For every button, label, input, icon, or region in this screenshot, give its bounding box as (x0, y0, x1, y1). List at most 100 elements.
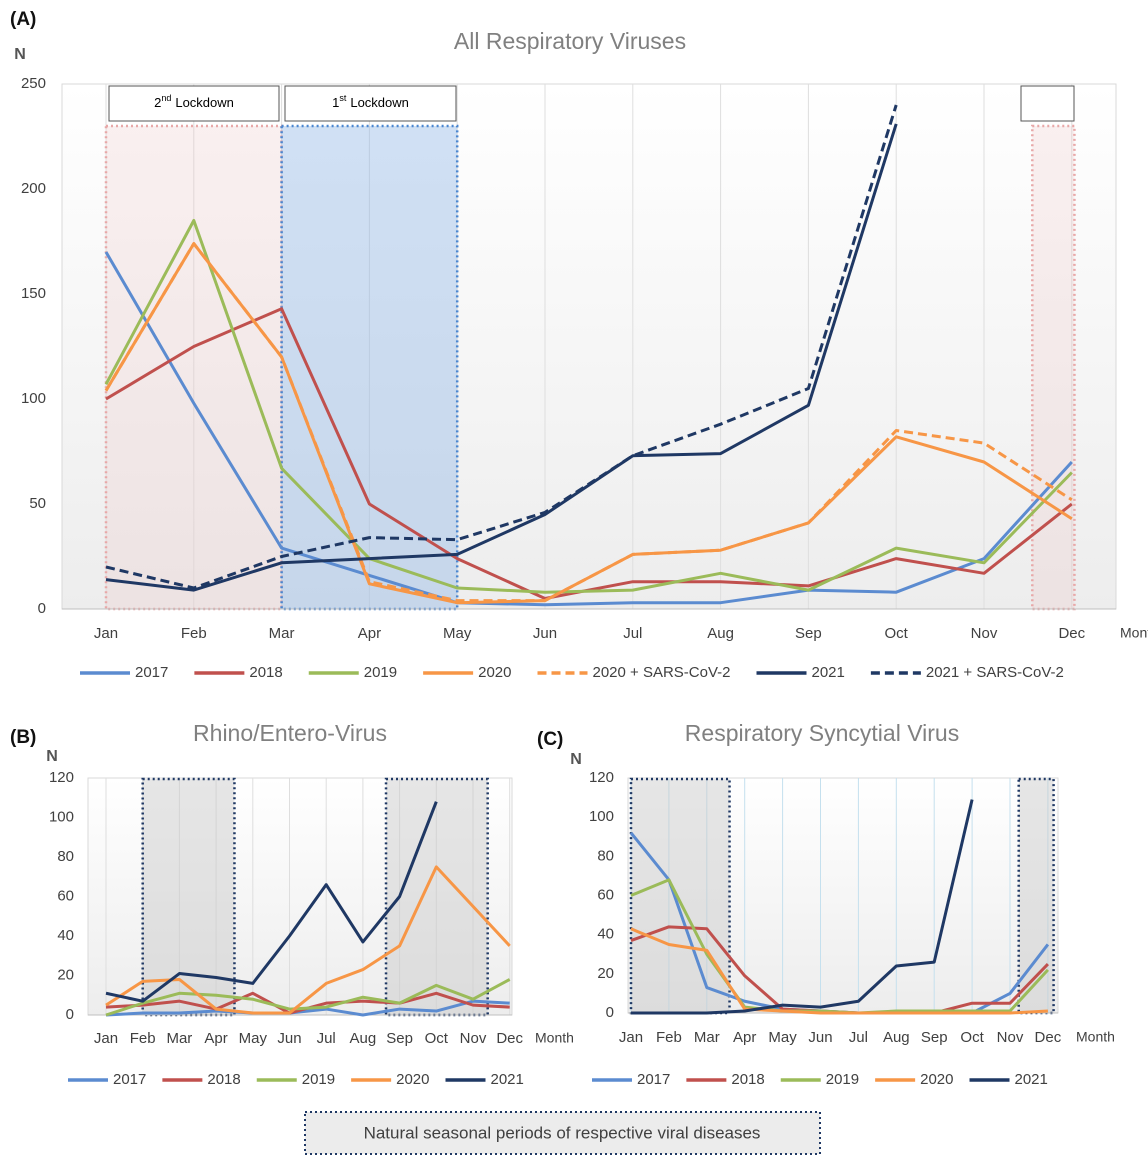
x-tick-label: Nov (997, 1029, 1024, 1046)
series-line (630, 927, 1048, 1015)
x-tick-label: Jun (533, 625, 557, 642)
lockdown-label: 1st Lockdown (332, 93, 409, 110)
series-line (104, 242, 1073, 605)
legend-label: 2017 (637, 1071, 670, 1088)
panel-label: (A) (10, 9, 36, 30)
y-tick-label: 120 (589, 769, 614, 786)
y-axis-label: N (46, 748, 58, 765)
lockdown-label: 2nd Lockdown (154, 93, 234, 110)
x-tick-label: Nov (971, 625, 998, 642)
legend-label: 2019 (364, 664, 397, 681)
legend-label: 2018 (249, 664, 282, 681)
legend-label: 2020 (920, 1071, 953, 1088)
series-line (104, 242, 1073, 603)
lockdown-box (284, 85, 457, 122)
y-tick-label: 50 (29, 495, 46, 512)
x-tick-label: Jul (623, 625, 642, 642)
x-tick-label: Nov (460, 1030, 487, 1047)
legend-label: 2019 (826, 1071, 859, 1088)
footnote-box (304, 1111, 821, 1155)
series-line (104, 219, 1073, 594)
x-axis-label: Month (535, 1030, 574, 1046)
x-tick-label: Sep (795, 625, 822, 642)
x-tick-label: Sep (386, 1030, 413, 1047)
y-tick-label: 80 (597, 847, 614, 864)
x-tick-label: Mar (269, 625, 295, 642)
lockdown-number: 1 (332, 95, 339, 110)
x-tick-label: May (443, 625, 472, 642)
lockdown-text: Lockdown (350, 95, 409, 110)
legend-label: 2018 (207, 1071, 240, 1088)
lockdown-suffix: nd (161, 93, 171, 103)
legend-label: 2021 (491, 1071, 524, 1088)
x-tick-label: Oct (960, 1029, 984, 1046)
x-tick-label: May (239, 1030, 268, 1047)
legend-label: 2021 (812, 664, 845, 681)
y-axis-label: N (14, 46, 26, 63)
legend-label: 2019 (302, 1071, 335, 1088)
legend-label: 2017 (135, 664, 168, 681)
lockdown-box (108, 85, 280, 122)
panel-label: (B) (10, 727, 36, 748)
plot-area (87, 777, 513, 1016)
y-tick-label: 0 (606, 1004, 614, 1021)
x-tick-label: Aug (707, 625, 734, 642)
footnote: Natural seasonal periods of respective v… (364, 1123, 761, 1142)
y-tick-label: 40 (57, 927, 74, 944)
seasonal-shade (1031, 124, 1076, 611)
x-tick-label: Apr (358, 625, 381, 642)
y-tick-label: 0 (66, 1006, 74, 1023)
x-tick-label: Feb (181, 625, 207, 642)
y-tick-label: 200 (21, 180, 46, 197)
x-tick-label: Apr (733, 1029, 756, 1046)
y-tick-label: 100 (49, 808, 74, 825)
x-axis-label: Month (1120, 625, 1148, 641)
y-tick-label: 120 (49, 769, 74, 786)
plot-area (627, 777, 1059, 1014)
y-tick-label: 60 (57, 887, 74, 904)
x-tick-label: Jan (94, 1030, 118, 1047)
panel-label: (C) (537, 729, 563, 750)
legend-label: 2021 + SARS-CoV-2 (926, 664, 1064, 681)
x-tick-label: Jun (808, 1029, 832, 1046)
x-tick-label: Feb (130, 1030, 156, 1047)
x-tick-label: Jan (619, 1029, 643, 1046)
y-tick-label: 250 (21, 75, 46, 92)
x-tick-label: Oct (885, 625, 909, 642)
x-tick-label: Sep (921, 1029, 948, 1046)
y-tick-label: 60 (597, 886, 614, 903)
y-tick-label: 100 (21, 390, 46, 407)
y-tick-label: 0 (38, 600, 46, 617)
x-axis-label: Month (1076, 1029, 1115, 1045)
series-line (105, 978, 511, 1017)
x-tick-label: Jul (317, 1030, 336, 1047)
seasonal-shade (384, 777, 489, 1017)
x-tick-label: Aug (350, 1030, 377, 1047)
x-tick-label: Jun (277, 1030, 301, 1047)
y-tick-label: 40 (597, 926, 614, 943)
legend-label: 2021 (1015, 1071, 1048, 1088)
lockdown-number: 2 (154, 95, 161, 110)
x-tick-label: Aug (883, 1029, 910, 1046)
lockdown-suffix: st (339, 93, 347, 103)
legend-label: 2020 (396, 1071, 429, 1088)
chart-title: Rhino/Entero-Virus (193, 720, 387, 746)
chart-title: All Respiratory Viruses (454, 28, 686, 54)
x-tick-label: Dec (1058, 625, 1085, 642)
series-line (105, 801, 438, 1003)
seasonal-shade (629, 777, 731, 1015)
chart-title: Respiratory Syncytial Virus (685, 720, 959, 746)
series-line (105, 999, 510, 1017)
x-tick-label: Mar (166, 1030, 192, 1047)
legend-label: 2020 + SARS-CoV-2 (593, 664, 731, 681)
legend-label: 2017 (113, 1071, 146, 1088)
legend-label: 2020 (478, 664, 511, 681)
series-line (104, 251, 1073, 607)
x-tick-label: Oct (425, 1030, 449, 1047)
y-tick-label: 150 (21, 285, 46, 302)
lockdown-box (1020, 85, 1075, 122)
seasonal-shade (104, 124, 283, 611)
x-tick-label: Feb (656, 1029, 682, 1046)
lockdown-text: Lockdown (175, 95, 234, 110)
